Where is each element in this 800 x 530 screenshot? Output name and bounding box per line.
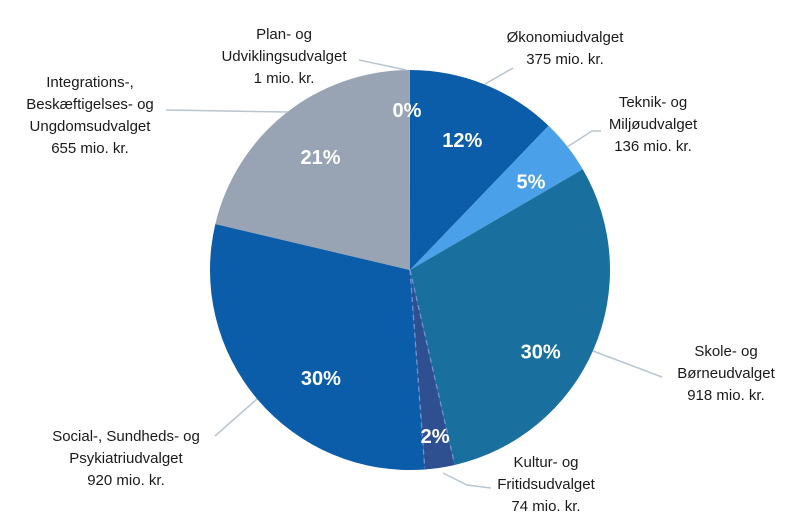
leader-line-plan-og-udviklingsudvalget <box>358 59 407 71</box>
slice-label-okonomiudvalget: Økonomiudvalget 375 mio. kr. <box>506 29 624 68</box>
slice-label-social-sundheds-og-psykiatriudvalget: Social-, Sundheds- og Psykiatriudvalget … <box>52 428 200 489</box>
leader-line-teknik-og-miljoudvalget <box>566 130 601 148</box>
percent-label-skole-og-borneudvalget: 30% <box>521 341 561 363</box>
percent-label-teknik-og-miljoudvalget: 5% <box>517 171 546 193</box>
percent-label-kultur-og-fritidsudvalget: 2% <box>421 426 450 448</box>
percent-label-plan-og-udviklingsudvalget: 0% <box>393 100 422 122</box>
pie-slice-skole-og-borneudvalget <box>410 169 610 465</box>
pie-slice-teknik-og-miljoudvalget <box>410 125 583 270</box>
slice-label-plan-og-udviklingsudvalget: Plan- og Udviklingsudvalget 1 mio. kr. <box>221 26 347 87</box>
percent-label-okonomiudvalget: 12% <box>442 130 482 152</box>
pie-slice-okonomiudvalget <box>410 70 549 270</box>
leader-line-social-sundheds-og-psykiatriudvalget <box>214 398 258 437</box>
percent-label-integrations-beskaeftigelses-og-ungdomsudvalget: 21% <box>300 147 340 169</box>
slice-label-kultur-og-fritidsudvalget: Kultur- og Fritidsudvalget 74 mio. kr. <box>497 454 595 515</box>
kultur-slice-edge-start <box>409 269 455 464</box>
leader-line-skole-og-borneudvalget <box>592 350 663 378</box>
leader-line-okonomiudvalget <box>484 67 514 85</box>
kultur-slice-edge-end <box>409 269 426 468</box>
leader-line-integrations-beskaeftigelses-og-ungdomsudvalget <box>165 109 289 113</box>
leader-line-kultur-og-fritidsudvalget <box>442 472 492 489</box>
pie-slice-integrations-beskaeftigelses-og-ungdomsudvalget <box>215 70 410 270</box>
slice-label-skole-og-borneudvalget: Skole- og Børneudvalget 918 mio. kr. <box>677 343 775 404</box>
pie-slice-social-sundheds-og-psykiatriudvalget <box>209 223 425 471</box>
slice-label-teknik-og-miljoudvalget: Teknik- og Miljøudvalget 136 mio. kr. <box>608 94 698 155</box>
percent-label-social-sundheds-og-psykiatriudvalget: 30% <box>301 368 341 390</box>
slice-label-integrations-beskaeftigelses-og-ungdomsudvalget: Integrations-, Beskæftigelses- og Ungdom… <box>26 74 154 157</box>
